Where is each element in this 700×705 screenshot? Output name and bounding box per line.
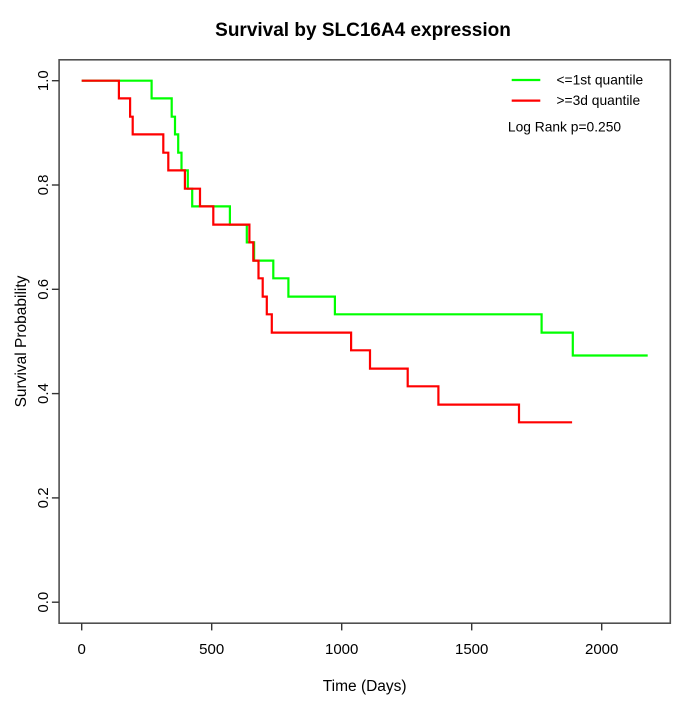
x-tick-label: 2000 xyxy=(585,641,618,658)
survival-curves xyxy=(81,79,648,424)
y-tick-label: 0.6 xyxy=(35,279,52,300)
y-tick-label: 0.0 xyxy=(35,592,52,613)
x-tick-label: 1000 xyxy=(325,641,358,658)
y-tick-label: 0.8 xyxy=(35,175,52,196)
x-tick-label: 1500 xyxy=(455,641,488,658)
legend-label-green: <=1st quantile xyxy=(557,73,644,88)
chart-title: Survival by SLC16A4 expression xyxy=(215,20,511,41)
x-axis-label: Time (Days) xyxy=(323,678,407,695)
x-axis-ticks: 0 500 1000 1500 2000 xyxy=(78,623,618,658)
log-rank-annotation: Log Rank p=0.250 xyxy=(508,120,621,135)
y-tick-label: 0.2 xyxy=(35,487,52,508)
x-tick-label: 0 xyxy=(78,641,86,658)
y-axis-ticks: 0.0 0.2 0.4 0.6 0.8 1.0 xyxy=(35,70,60,613)
survival-curve-low-quantile xyxy=(81,79,648,357)
y-axis-label: Survival Probability xyxy=(13,275,30,407)
y-tick-label: 0.4 xyxy=(35,383,52,404)
plot-box xyxy=(58,58,672,625)
survival-curve-high-quantile xyxy=(81,79,573,424)
legend-label-red: >=3d quantile xyxy=(557,93,641,108)
x-tick-label: 500 xyxy=(199,641,224,658)
legend: <=1st quantile >=3d quantile Log Rank p=… xyxy=(508,73,644,135)
y-tick-label: 1.0 xyxy=(35,70,52,91)
